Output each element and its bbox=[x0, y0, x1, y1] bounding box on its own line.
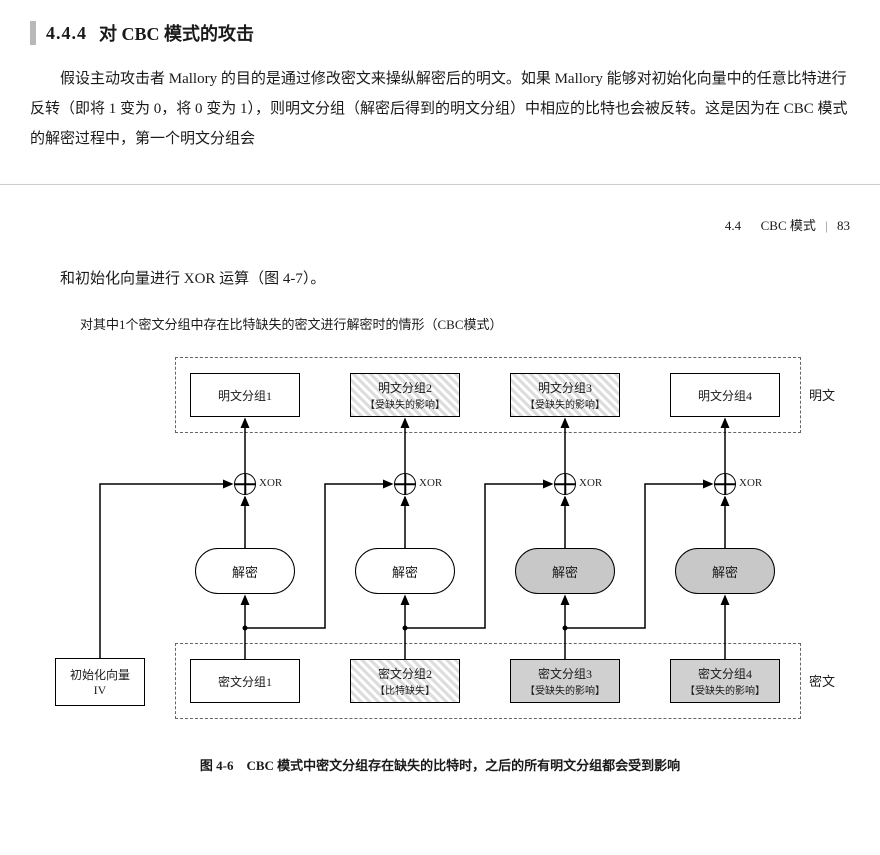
xor-2-label: XOR bbox=[419, 477, 442, 489]
running-head-page: 83 bbox=[837, 218, 850, 233]
p3-sub: 【受缺失的影响】 bbox=[525, 396, 605, 411]
section-title: 对 CBC 模式的攻击 bbox=[99, 20, 254, 46]
page-break bbox=[0, 184, 880, 185]
running-head: 4.4 CBC 模式 | 83 bbox=[30, 215, 850, 234]
c2-label: 密文分组2 bbox=[378, 665, 432, 682]
running-head-sep: | bbox=[825, 218, 828, 233]
ciphertext-block-3: 密文分组3 【受缺失的影响】 bbox=[510, 659, 620, 703]
p4-label: 明文分组4 bbox=[698, 387, 752, 404]
decrypt-2-label: 解密 bbox=[392, 562, 418, 581]
c4-sub: 【受缺失的影响】 bbox=[685, 682, 765, 697]
decrypt-1: 解密 bbox=[195, 548, 295, 594]
decrypt-3-label: 解密 bbox=[552, 562, 578, 581]
p2-label: 明文分组2 bbox=[378, 379, 432, 396]
figure-caption: 图 4-6 CBC 模式中密文分组存在缺失的比特时，之后的所有明文分组都会受到影… bbox=[30, 755, 850, 774]
figure-top-title: 对其中1个密文分组中存在比特缺失的密文进行解密时的情形（CBC模式） bbox=[80, 314, 850, 333]
ciphertext-block-2: 密文分组2 【比特缺失】 bbox=[350, 659, 460, 703]
p1-label: 明文分组1 bbox=[218, 387, 272, 404]
decrypt-2: 解密 bbox=[355, 548, 455, 594]
iv-label-2: IV bbox=[94, 683, 107, 698]
decrypt-1-label: 解密 bbox=[232, 562, 258, 581]
section-header: 4.4.4 对 CBC 模式的攻击 bbox=[30, 20, 850, 46]
iv-label-1: 初始化向量 bbox=[70, 666, 130, 683]
xor-1-label: XOR bbox=[259, 477, 282, 489]
c3-sub: 【受缺失的影响】 bbox=[525, 682, 605, 697]
xor-2 bbox=[394, 473, 416, 495]
cbc-diagram: 明文 密文 初始化向量 IV 明文分组1 XOR 解密 密文分组1 明文分组2 … bbox=[35, 343, 845, 743]
plaintext-block-4: 明文分组4 bbox=[670, 373, 780, 417]
decrypt-3: 解密 bbox=[515, 548, 615, 594]
plaintext-block-2: 明文分组2 【受缺失的影响】 bbox=[350, 373, 460, 417]
section-bar bbox=[30, 21, 36, 45]
c2-sub: 【比特缺失】 bbox=[375, 682, 435, 697]
c1-label: 密文分组1 bbox=[218, 673, 272, 690]
plaintext-block-3: 明文分组3 【受缺失的影响】 bbox=[510, 373, 620, 417]
section-number: 4.4.4 bbox=[46, 23, 87, 44]
xor-1 bbox=[234, 473, 256, 495]
plaintext-block-1: 明文分组1 bbox=[190, 373, 300, 417]
xor-3-label: XOR bbox=[579, 477, 602, 489]
p2-sub: 【受缺失的影响】 bbox=[365, 396, 445, 411]
c4-label: 密文分组4 bbox=[698, 665, 752, 682]
xor-4 bbox=[714, 473, 736, 495]
running-head-section: 4.4 bbox=[725, 218, 741, 233]
ciphertext-block-4: 密文分组4 【受缺失的影响】 bbox=[670, 659, 780, 703]
running-head-label: CBC 模式 bbox=[761, 218, 816, 233]
plaintext-side-label: 明文 bbox=[809, 385, 835, 404]
p3-label: 明文分组3 bbox=[538, 379, 592, 396]
iv-box: 初始化向量 IV bbox=[55, 658, 145, 706]
ciphertext-side-label: 密文 bbox=[809, 671, 835, 690]
ciphertext-block-1: 密文分组1 bbox=[190, 659, 300, 703]
decrypt-4: 解密 bbox=[675, 548, 775, 594]
c3-label: 密文分组3 bbox=[538, 665, 592, 682]
xor-4-label: XOR bbox=[739, 477, 762, 489]
paragraph-2: 和初始化向量进行 XOR 运算（图 4-7）。 bbox=[30, 264, 850, 294]
paragraph-1: 假设主动攻击者 Mallory 的目的是通过修改密文来操纵解密后的明文。如果 M… bbox=[30, 64, 850, 154]
decrypt-4-label: 解密 bbox=[712, 562, 738, 581]
xor-3 bbox=[554, 473, 576, 495]
